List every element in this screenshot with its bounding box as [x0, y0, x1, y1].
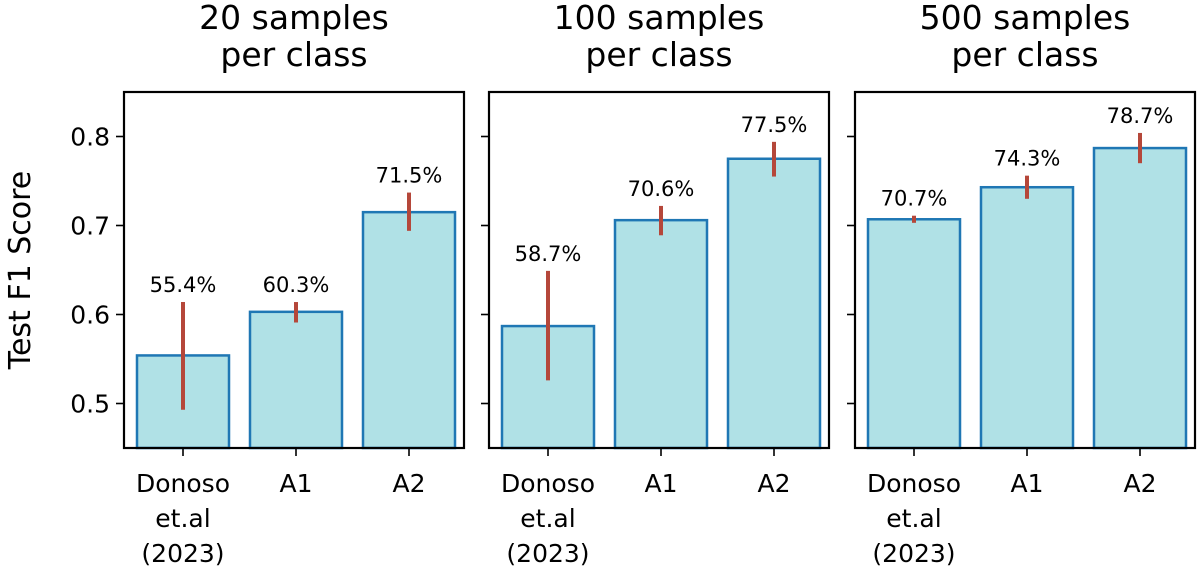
bar: [726, 157, 822, 450]
x-tick-label: A2: [392, 469, 425, 498]
plot-frame: [853, 90, 1197, 450]
x-tick-label: (2023): [506, 539, 589, 568]
y-tick-label: 0.6: [70, 301, 110, 330]
data-label: 74.3%: [994, 147, 1061, 171]
bar: [613, 218, 709, 450]
y-tick-label: 0.7: [70, 212, 110, 241]
plot-frame: [122, 90, 466, 450]
data-label: 55.4%: [150, 273, 217, 297]
panel-title-line: per class: [951, 35, 1098, 74]
x-tick-label: et.al: [155, 504, 210, 533]
panel-title-line: per class: [585, 35, 732, 74]
data-label: 70.6%: [628, 177, 695, 201]
data-label: 71.5%: [376, 164, 443, 188]
panel-title-line: 100 samples: [554, 0, 765, 37]
y-tick-label: 0.8: [70, 123, 110, 152]
data-label: 58.7%: [515, 242, 582, 266]
panel-title-line: 20 samples: [199, 0, 389, 37]
bar: [248, 310, 344, 450]
x-tick-label: Donoso: [136, 469, 230, 498]
x-tick-label: Donoso: [501, 469, 595, 498]
panel-title-line: 500 samples: [920, 0, 1131, 37]
x-tick-label: A1: [279, 469, 312, 498]
data-label: 60.3%: [263, 273, 330, 297]
x-tick-label: A2: [1123, 469, 1156, 498]
plot-frame: [487, 90, 831, 450]
data-label: 70.7%: [881, 187, 948, 211]
bar: [866, 218, 962, 450]
x-tick-label: A1: [644, 469, 677, 498]
x-tick-label: A1: [1010, 469, 1043, 498]
bar: [1092, 146, 1188, 450]
x-tick-label: et.al: [886, 504, 941, 533]
x-tick-label: et.al: [520, 504, 575, 533]
bar: [979, 185, 1075, 450]
y-tick-label: 0.5: [70, 390, 110, 419]
panel-title-line: per class: [220, 35, 367, 74]
x-tick-label: Donoso: [867, 469, 961, 498]
y-axis-label: Test F1 Score: [3, 171, 38, 371]
data-label: 78.7%: [1107, 104, 1174, 128]
x-tick-label: A2: [757, 469, 790, 498]
x-tick-label: (2023): [872, 539, 955, 568]
bar: [361, 210, 457, 450]
x-tick-label: (2023): [141, 539, 224, 568]
data-label: 77.5%: [741, 113, 808, 137]
